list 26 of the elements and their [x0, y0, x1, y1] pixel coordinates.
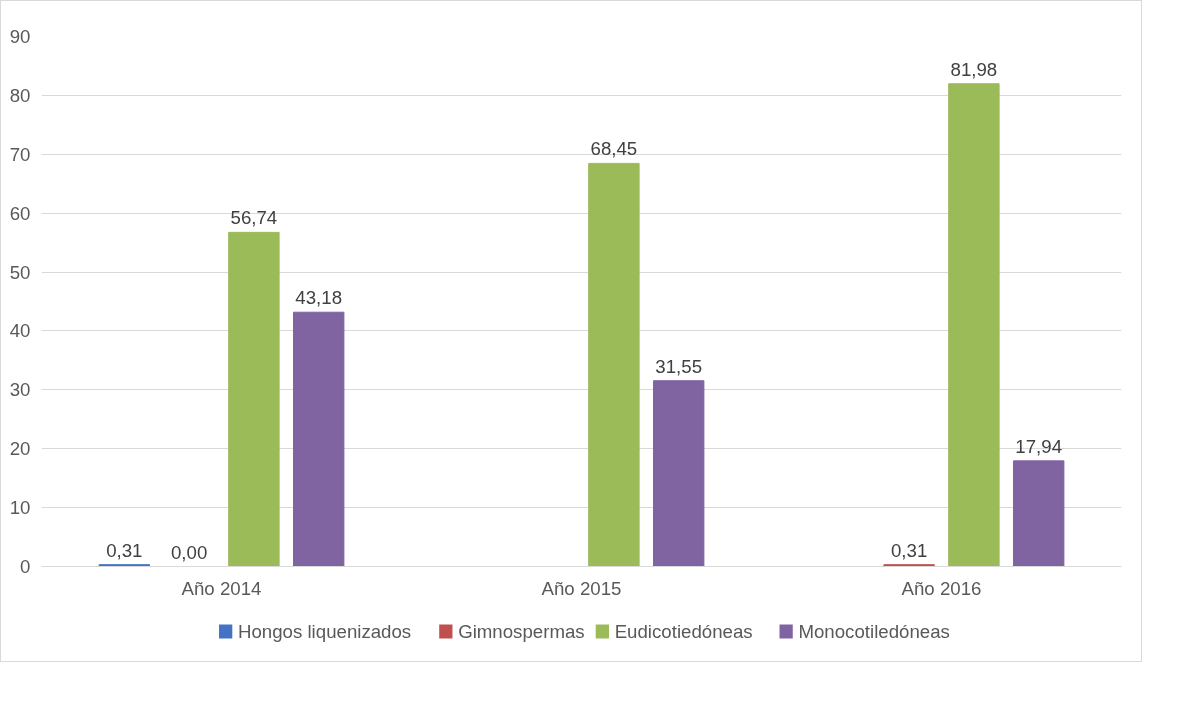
x-tick-label: Año 2014 — [181, 577, 262, 599]
y-tick-label: 20 — [9, 438, 31, 460]
y-tick-label: 60 — [9, 202, 31, 224]
y-tick-label: 0 — [20, 556, 31, 577]
y-tick-label: 90 — [9, 26, 31, 47]
legend-label: Eudicotiedóneas — [614, 621, 753, 642]
y-tick-label: 40 — [9, 320, 31, 342]
data-label: 81,98 — [950, 58, 998, 80]
data-label: 0,00 — [170, 541, 208, 563]
legend-label: Monocotiledóneas — [798, 621, 950, 642]
data-label: 56,74 — [230, 207, 278, 229]
legend-label: Gimnospermas — [458, 621, 585, 642]
data-label: 31,55 — [655, 355, 703, 377]
data-label: 17,94 — [1015, 435, 1063, 457]
y-tick-label: 50 — [9, 261, 31, 283]
y-tick-label: 30 — [9, 379, 31, 401]
legend-label: Hongos liquenizados — [237, 621, 412, 642]
data-label: 0,31 — [106, 539, 143, 561]
y-tick-label: 80 — [9, 84, 31, 106]
data-label: 43,18 — [295, 287, 343, 309]
y-tick-label: 70 — [9, 143, 31, 165]
x-tick-label: Año 2016 — [901, 577, 982, 599]
data-label: 68,45 — [590, 138, 638, 160]
x-tick-label: Año 2015 — [541, 577, 622, 599]
y-tick-label: 10 — [9, 497, 31, 519]
data-label: 0,31 — [890, 539, 928, 561]
